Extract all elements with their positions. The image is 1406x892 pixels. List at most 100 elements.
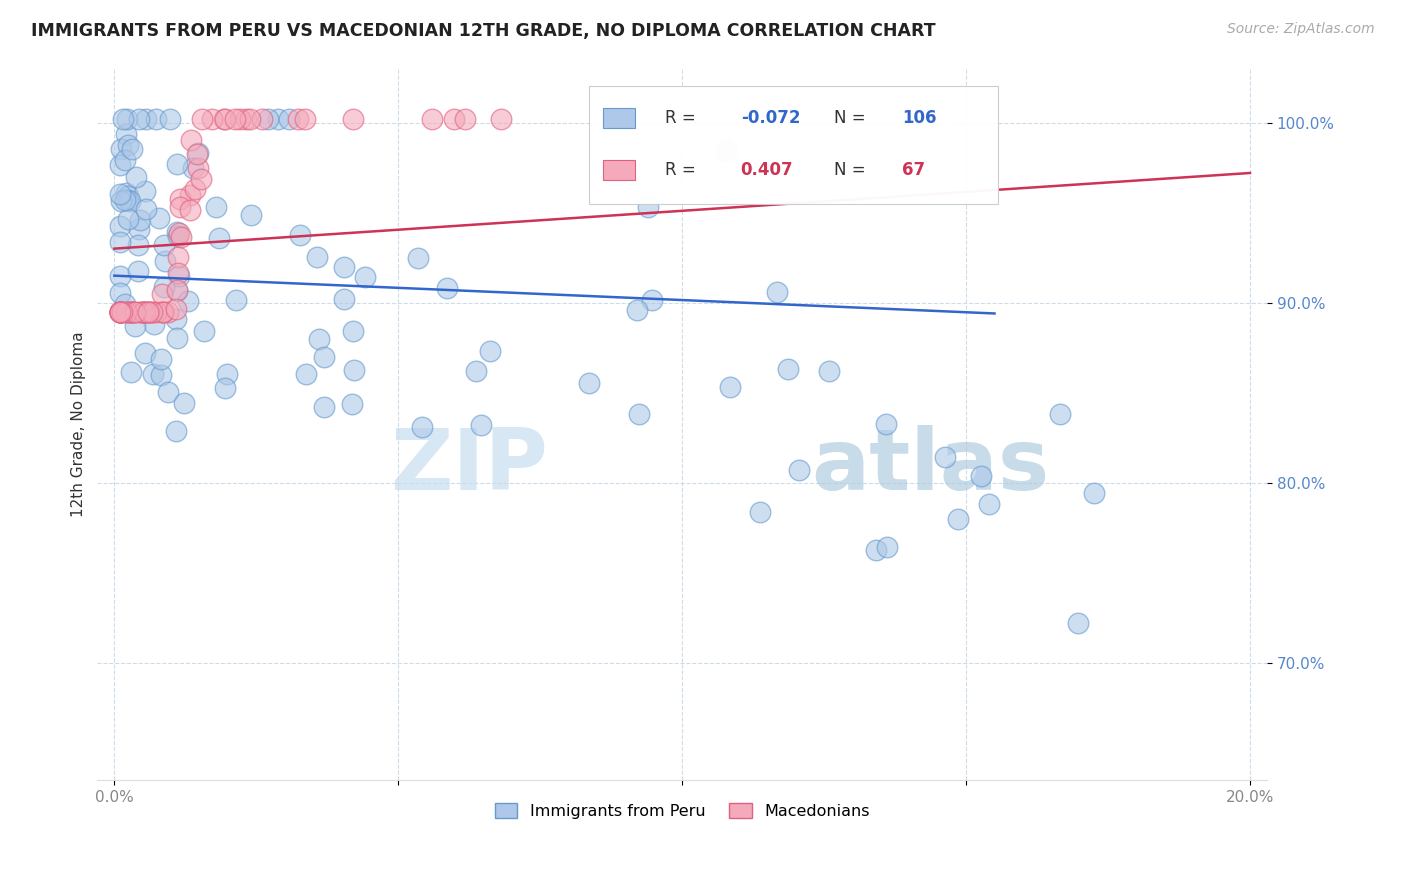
Point [294,368,316,382]
Point [108,219,131,233]
Point [979,497,1001,511]
Text: 106: 106 [903,110,936,128]
Point [224,112,246,126]
FancyBboxPatch shape [589,87,998,203]
Point [787,463,810,477]
Point [342,112,364,126]
Point [277,112,299,126]
Point [411,420,433,434]
Point [149,368,172,383]
Point [110,304,132,318]
FancyBboxPatch shape [603,161,636,180]
Point [169,229,191,244]
Text: R =: R = [665,161,700,179]
Point [153,280,176,294]
Point [865,543,887,558]
Point [1049,407,1071,421]
Point [637,200,659,214]
Point [166,266,188,280]
Point [165,301,187,316]
Point [138,304,160,318]
Point [190,172,212,186]
Point [240,208,263,222]
Point [167,250,190,264]
Point [135,112,157,126]
Point [470,418,492,433]
Point [186,147,208,161]
Y-axis label: 12th Grade, No Diploma: 12th Grade, No Diploma [72,332,86,517]
Point [628,407,651,421]
Point [124,319,146,334]
Text: IMMIGRANTS FROM PERU VS MACEDONIAN 12TH GRADE, NO DIPLOMA CORRELATION CHART: IMMIGRANTS FROM PERU VS MACEDONIAN 12TH … [31,22,935,40]
Text: N =: N = [834,110,872,128]
Point [117,138,139,153]
Point [128,112,150,126]
Point [122,304,145,318]
Point [122,304,145,318]
Point [145,304,167,318]
Point [169,200,191,214]
Point [180,132,202,146]
Point [342,324,364,338]
Point [166,285,188,299]
Point [136,304,159,318]
Point [108,304,131,318]
Point [131,304,153,318]
Point [312,401,335,415]
Point [132,304,155,318]
Point [765,285,787,300]
Point [167,269,190,284]
Point [214,381,236,395]
Point [152,304,174,318]
Point [436,281,458,295]
Point [157,385,180,400]
Point [239,112,262,126]
Point [128,304,150,318]
Point [183,182,205,196]
Point [166,157,188,171]
Point [150,287,173,301]
Point [166,331,188,345]
Point [134,185,156,199]
Point [166,312,188,326]
Point [120,365,142,379]
Point [132,304,155,318]
Point [173,396,195,410]
Point [108,235,131,250]
Point [934,450,956,465]
Point [305,250,328,264]
Point [153,254,176,268]
Point [208,231,231,245]
Point [294,112,316,126]
Point [200,112,222,126]
Point [718,380,741,394]
Point [205,201,228,215]
Point [876,540,898,554]
Point [187,145,209,160]
Point [626,302,648,317]
Text: atlas: atlas [811,425,1049,508]
Point [187,161,209,175]
Point [134,346,156,360]
Point [111,304,134,318]
Point [127,238,149,252]
Point [817,364,839,378]
Point [778,362,800,376]
Point [108,158,131,172]
Point [108,304,131,318]
Point [212,112,235,126]
Point [135,202,157,216]
Point [157,304,180,318]
Point [110,142,132,156]
Point [135,304,157,318]
Point [179,188,201,202]
Point [235,112,257,126]
Point [114,193,136,207]
Point [288,227,311,242]
Text: Source: ZipAtlas.com: Source: ZipAtlas.com [1227,22,1375,37]
Text: N =: N = [834,161,872,179]
Point [117,189,139,203]
Point [641,293,664,308]
Point [578,376,600,390]
Point [225,293,247,307]
